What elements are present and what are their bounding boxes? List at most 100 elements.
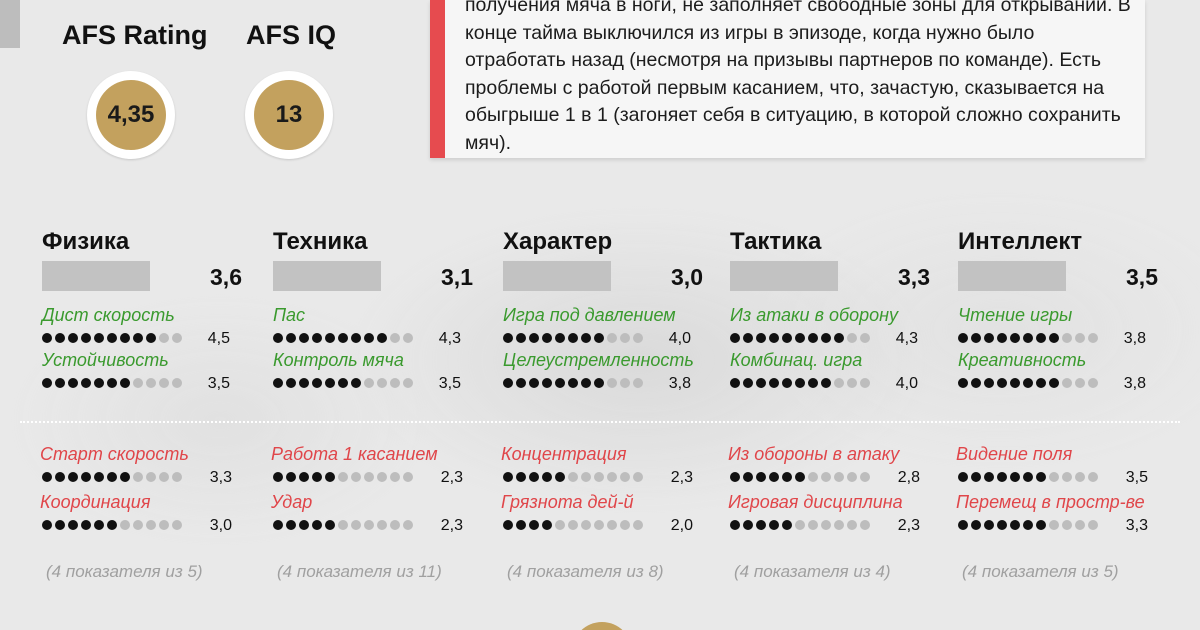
rating-dot [1010,472,1020,482]
rating-dot [568,333,578,343]
rating-dot [984,378,994,388]
rating-dot [273,333,283,343]
weakness-skill-name: Из обороны в атаку [728,444,900,464]
rating-dot [364,472,374,482]
weakness-skill-dots [958,471,1098,483]
rating-dot [159,378,169,388]
rating-dot [581,378,591,388]
rating-dot [390,472,400,482]
bottom-badge [572,622,632,630]
rating-dot [743,520,753,530]
rating-dot [1075,333,1085,343]
rating-dot [107,520,117,530]
strength-skill-value: 3,5 [207,375,230,392]
rating-dot [1036,333,1046,343]
rating-dot [273,472,283,482]
rating-dot [146,378,156,388]
rating-dot [94,333,104,343]
metrics-count-note: (4 показателя из 4) [734,562,891,581]
category-score-bar [958,261,1066,291]
rating-dot [516,520,526,530]
rating-dot [1049,333,1059,343]
rating-dot [146,333,156,343]
rating-dot [1010,333,1020,343]
rating-dot [94,472,104,482]
rating-dot [529,333,539,343]
rating-dot [1023,378,1033,388]
rating-dot [860,333,870,343]
rating-dot [860,378,870,388]
rating-dot [958,333,968,343]
rating-dot [795,333,805,343]
rating-dot [568,472,578,482]
afs-rating-label: AFS Rating [62,20,208,50]
rating-dot [743,378,753,388]
rating-dot [594,378,604,388]
rating-dot [503,378,513,388]
rating-dot [120,520,130,530]
weakness-skill-name: Перемещ в простр-ве [956,492,1145,512]
rating-dot [68,472,78,482]
rating-dot [756,472,766,482]
rating-dot [808,333,818,343]
rating-dot [133,472,143,482]
rating-dot [971,472,981,482]
rating-dot [633,472,643,482]
rating-dot [834,378,844,388]
rating-dot [607,333,617,343]
rating-dot [159,333,169,343]
weakness-skill-name: Концентрация [501,444,627,464]
category-score: 3,1 [441,264,473,290]
rating-dot [795,378,805,388]
rating-dot [1010,520,1020,530]
rating-dot [847,333,857,343]
rating-dot [338,520,348,530]
rating-dot [1023,333,1033,343]
strength-skill-name: Контроль мяча [273,350,404,370]
rating-dot [821,378,831,388]
rating-dot [42,378,52,388]
strength-skill-dots [730,377,870,389]
rating-dot [299,378,309,388]
rating-dot [997,520,1007,530]
rating-dot [325,472,335,482]
rating-dot [542,472,552,482]
category-title: Характер [503,228,613,255]
rating-dot [860,472,870,482]
category-score: 3,6 [210,264,242,290]
strength-skill-dots [42,377,182,389]
weakness-skill-name: Игровая дисциплина [728,492,903,512]
rating-dot [516,472,526,482]
rating-dot [377,378,387,388]
category-score: 3,3 [898,264,930,290]
afs-rating-badge: 4,35 [87,71,175,159]
rating-dot [769,520,779,530]
rating-dot [133,378,143,388]
strength-skill-dots [730,332,870,344]
rating-dot [325,378,335,388]
rating-dot [351,520,361,530]
strength-skill-name: Устойчивость [42,350,169,370]
weakness-skill-name: Старт скорость [40,444,189,464]
scouting-description-box: получения мяча в ноги, не заполняет своб… [430,0,1145,158]
weakness-skill-value: 2,3 [897,517,920,534]
rating-dot [847,520,857,530]
rating-dot [503,333,513,343]
rating-dot [351,378,361,388]
rating-dot [620,333,630,343]
rating-dot [971,520,981,530]
rating-dot [769,472,779,482]
strength-skill-name: Дист скорость [42,305,175,325]
rating-dot [364,378,374,388]
rating-dot [1023,472,1033,482]
rating-dot [403,472,413,482]
rating-dot [568,378,578,388]
strength-skill-value: 3,8 [1123,375,1146,392]
rating-dot [403,520,413,530]
rating-dot [756,520,766,530]
rating-dot [403,378,413,388]
rating-dot [743,472,753,482]
rating-dot [1088,472,1098,482]
weakness-skill-name: Видение поля [956,444,1073,464]
rating-dot [1088,378,1098,388]
